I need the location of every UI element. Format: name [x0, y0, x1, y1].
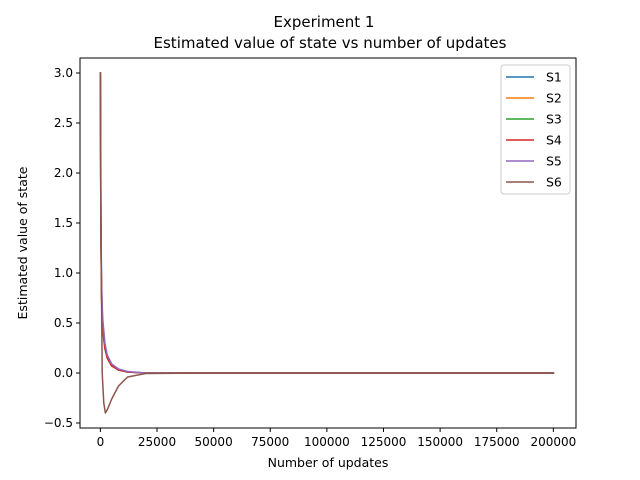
y-tick-label: 3.0 — [54, 66, 73, 80]
x-axis-ticks: 0 25000 50000 75000 100000 125000 150000 175000… — [97, 428, 576, 449]
x-tick-label: 0 — [97, 435, 105, 449]
series-line-s1 — [99, 72, 555, 374]
legend-label-s3: S3 — [546, 112, 562, 127]
axes-frame — [79, 57, 577, 429]
x-tick-label: 150000 — [417, 435, 463, 449]
y-tick-label: 2.5 — [54, 116, 73, 130]
x-tick-label: 100000 — [304, 435, 350, 449]
legend-label-s4: S4 — [546, 133, 562, 148]
x-tick-label: 75000 — [251, 435, 289, 449]
series-line-s4 — [99, 72, 555, 374]
plot-series-group — [99, 72, 555, 414]
series-line-s2 — [99, 72, 555, 374]
legend-label-s1: S1 — [546, 70, 562, 85]
y-tick-label: 0.5 — [54, 316, 73, 330]
series-line-s3 — [99, 72, 555, 374]
y-tick-label: 1.5 — [54, 216, 73, 230]
y-tick-label: 1.0 — [54, 266, 73, 280]
legend-label-s6: S6 — [546, 175, 562, 190]
x-tick-label: 125000 — [361, 435, 407, 449]
y-tick-label: 0.0 — [54, 366, 73, 380]
series-line-s6 — [99, 72, 555, 414]
chart-title: Experiment 1 — [274, 13, 375, 31]
x-tick-label: 25000 — [138, 435, 176, 449]
series-line-s5 — [99, 72, 555, 374]
chart-subtitle: Estimated value of state vs number of up… — [154, 34, 507, 52]
x-axis-label: Number of updates — [268, 455, 389, 470]
legend: S1 S2 S3 S4 S5 S6 — [500, 64, 571, 195]
y-tick-label: −0.5 — [44, 416, 73, 430]
x-tick-label: 200000 — [530, 435, 576, 449]
y-axis-ticks: −0.5 0.0 0.5 1.0 1.5 2.0 2.5 3.0 — [44, 66, 80, 430]
legend-label-s2: S2 — [546, 91, 562, 106]
legend-label-s5: S5 — [546, 154, 562, 169]
y-tick-label: 2.0 — [54, 166, 73, 180]
y-axis-label: Estimated value of state — [15, 166, 30, 319]
x-tick-label: 50000 — [195, 435, 233, 449]
x-tick-label: 175000 — [474, 435, 520, 449]
